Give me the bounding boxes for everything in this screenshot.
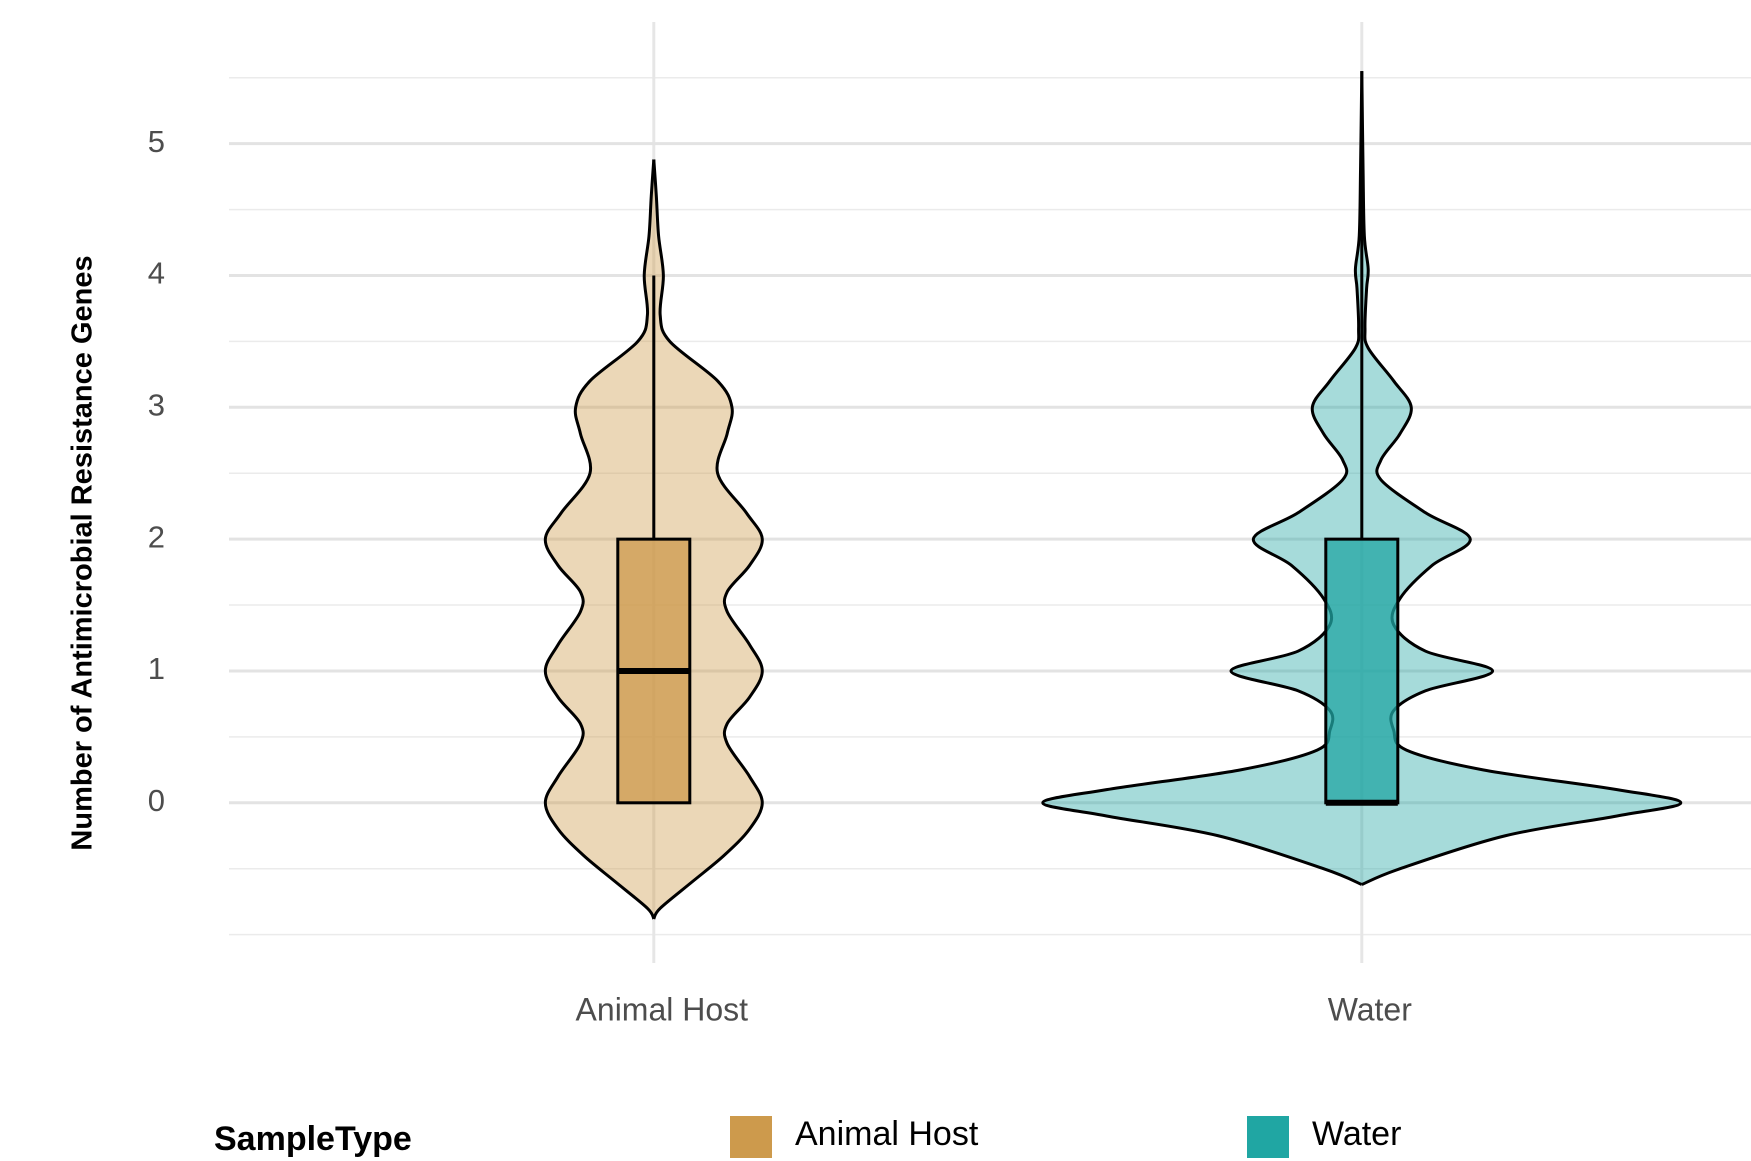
violin-outline	[652, 159, 764, 920]
legend-title: SampleType	[214, 1120, 412, 1158]
legend-key	[730, 1116, 772, 1158]
y-tick-label: 1	[148, 651, 165, 686]
y-tick-label: 0	[148, 783, 165, 818]
legend-label: Animal Host	[795, 1115, 979, 1153]
legend-key	[1247, 1116, 1289, 1158]
box	[1324, 537, 1400, 805]
y-tick-label: 3	[148, 387, 165, 422]
x-tick-label: Animal Host	[576, 991, 749, 1027]
violin-outline	[1041, 71, 1364, 886]
y-tick-label: 2	[148, 519, 165, 554]
violin-outline	[543, 159, 656, 920]
legend-label: Water	[1312, 1115, 1401, 1153]
y-tick-label: 4	[148, 256, 165, 291]
y-axis-label: Number of Antimicrobial Resistance Genes	[67, 255, 99, 850]
y-tick-label: 5	[148, 124, 165, 159]
x-tick-label: Water	[1328, 991, 1413, 1027]
violin-outline	[1360, 71, 1683, 886]
